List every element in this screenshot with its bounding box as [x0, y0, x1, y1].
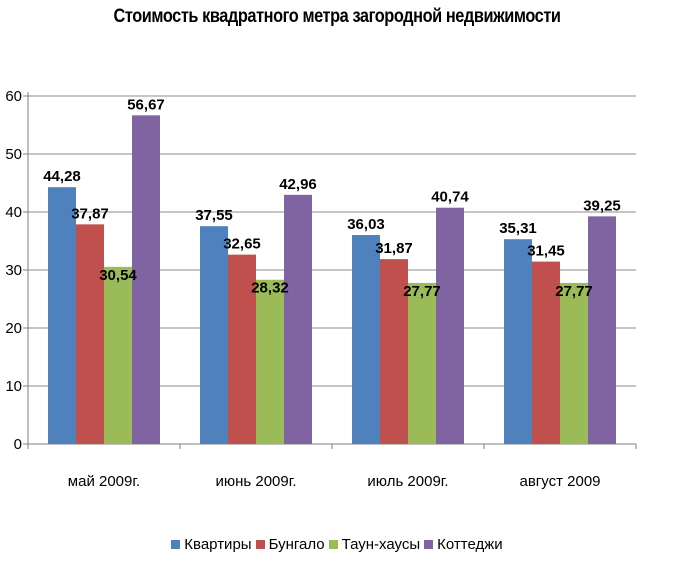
data-label: 27,77 [403, 283, 441, 300]
legend-entry: Таун-хаусы [328, 536, 421, 553]
legend-label: Коттеджи [437, 536, 503, 553]
legend-label: Таун-хаусы [341, 536, 421, 553]
legend: Квартиры Бунгало Таун-хаусы Коттеджи [0, 536, 674, 553]
bar [352, 235, 380, 444]
bar [560, 282, 588, 444]
bar [228, 254, 256, 444]
bar [132, 115, 160, 445]
data-label: 28,32 [251, 280, 289, 297]
data-label: 35,31 [499, 220, 537, 237]
bar [284, 194, 312, 444]
legend-label: Квартиры [184, 536, 252, 553]
data-label: 36,03 [347, 216, 385, 233]
legend-label: Бунгало [268, 536, 325, 553]
y-tick-label: 40 [5, 204, 22, 221]
legend-entry: Бунгало [255, 536, 325, 553]
data-label: 31,87 [375, 240, 413, 257]
bar [436, 207, 464, 444]
chart-title: Стоимость квадратного метра загородной н… [113, 6, 561, 27]
legend-swatch [255, 540, 265, 549]
x-tick-label: июль 2009г. [367, 473, 448, 490]
bar [76, 224, 104, 444]
data-label: 42,96 [279, 176, 317, 193]
bar [408, 282, 436, 444]
bar [588, 216, 616, 444]
data-label: 30,54 [99, 267, 137, 284]
legend-swatch [424, 540, 434, 549]
data-label: 56,67 [127, 96, 165, 113]
bar [200, 226, 228, 444]
bar [104, 266, 132, 444]
data-label: 37,55 [195, 207, 233, 224]
data-label: 40,74 [431, 189, 469, 206]
plot-area: 0 10 20 30 40 50 60 44,28 37,87 30,54 56,67 май 200… [5, 88, 637, 490]
y-tick-label: 10 [5, 378, 22, 395]
bar [256, 279, 284, 444]
data-label: 37,87 [71, 205, 109, 222]
legend-entry: Квартиры [171, 536, 252, 553]
legend-swatch [328, 540, 338, 549]
bar [504, 239, 532, 444]
data-label: 27,77 [555, 283, 593, 300]
data-label: 32,65 [223, 236, 261, 253]
legend-entry: Коттеджи [424, 536, 503, 553]
bar [380, 259, 408, 444]
y-tick-label: 50 [5, 146, 22, 163]
data-label: 39,25 [583, 197, 621, 214]
x-tick-label: июнь 2009г. [215, 473, 296, 490]
bar [532, 261, 560, 444]
x-tick-label: май 2009г. [68, 473, 140, 490]
legend-swatch [171, 540, 181, 549]
y-tick-label: 60 [5, 88, 22, 105]
y-tick-label: 30 [5, 262, 22, 279]
y-tick-label: 20 [5, 320, 22, 337]
y-tick-label: 0 [14, 436, 22, 453]
data-label: 31,45 [527, 243, 565, 260]
x-tick-label: август 2009 [519, 473, 600, 490]
bar [48, 187, 76, 444]
data-label: 44,28 [43, 168, 81, 185]
